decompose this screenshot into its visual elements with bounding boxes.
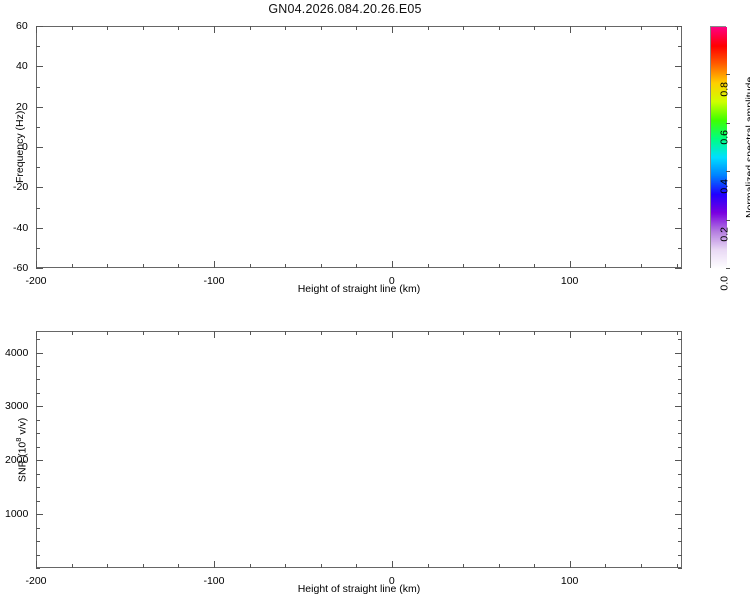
ytick-label: -60	[13, 262, 29, 274]
xtick-label: -100	[203, 275, 225, 287]
colorbar-tick	[726, 122, 730, 124]
spectrogram-xaxis-label: Height of straight line (km)	[297, 283, 421, 295]
colorbar-tick	[726, 219, 730, 221]
colorbar-tick	[726, 74, 730, 76]
snr-axes-frame	[36, 331, 682, 568]
ytick-label: 0	[22, 141, 28, 153]
colorbar-tick-label: 0.0	[718, 275, 731, 291]
ytick-label: -40	[13, 221, 29, 234]
ytick-label: -20	[13, 181, 29, 194]
ytick-label: 4000	[5, 346, 29, 359]
ytick-label: 3000	[5, 400, 29, 413]
snr-xaxis-label: Height of straight line (km)	[297, 583, 421, 595]
figure-title: GN04.2026.084.20.26.E05	[268, 2, 422, 16]
colorbar-tick-label: 0.8	[718, 81, 731, 97]
ytick-label: 2000	[5, 454, 29, 467]
spectrogram-yaxis-label: Frequency (Hz)	[14, 110, 26, 183]
xtick-label: 100	[560, 275, 579, 287]
colorbar-tick-label: 0.6	[718, 130, 731, 145]
xtick-label: -200	[25, 575, 47, 587]
snr-yaxis-label: SNR (108 v/v)	[14, 417, 29, 482]
xtick-label: -200	[25, 275, 47, 287]
spectrogram-axes-frame	[36, 26, 682, 268]
colorbar-label: Normalized spectral amplitude	[744, 76, 750, 218]
ytick-label: 60	[16, 20, 28, 32]
xtick-label: -100	[203, 575, 225, 587]
ytick-label: 40	[16, 60, 28, 73]
colorbar-frame	[710, 26, 727, 269]
ytick-label: 1000	[5, 508, 29, 521]
colorbar-tick	[726, 268, 730, 269]
xtick-label: 0	[388, 575, 395, 587]
colorbar-tick	[726, 171, 730, 173]
ytick-label: 20	[16, 100, 28, 113]
colorbar-tick-label: 0.4	[718, 178, 731, 194]
colorbar-tick-label: 0.2	[718, 227, 731, 242]
xtick-label: 100	[560, 575, 579, 587]
xtick-label: 0	[388, 275, 395, 287]
